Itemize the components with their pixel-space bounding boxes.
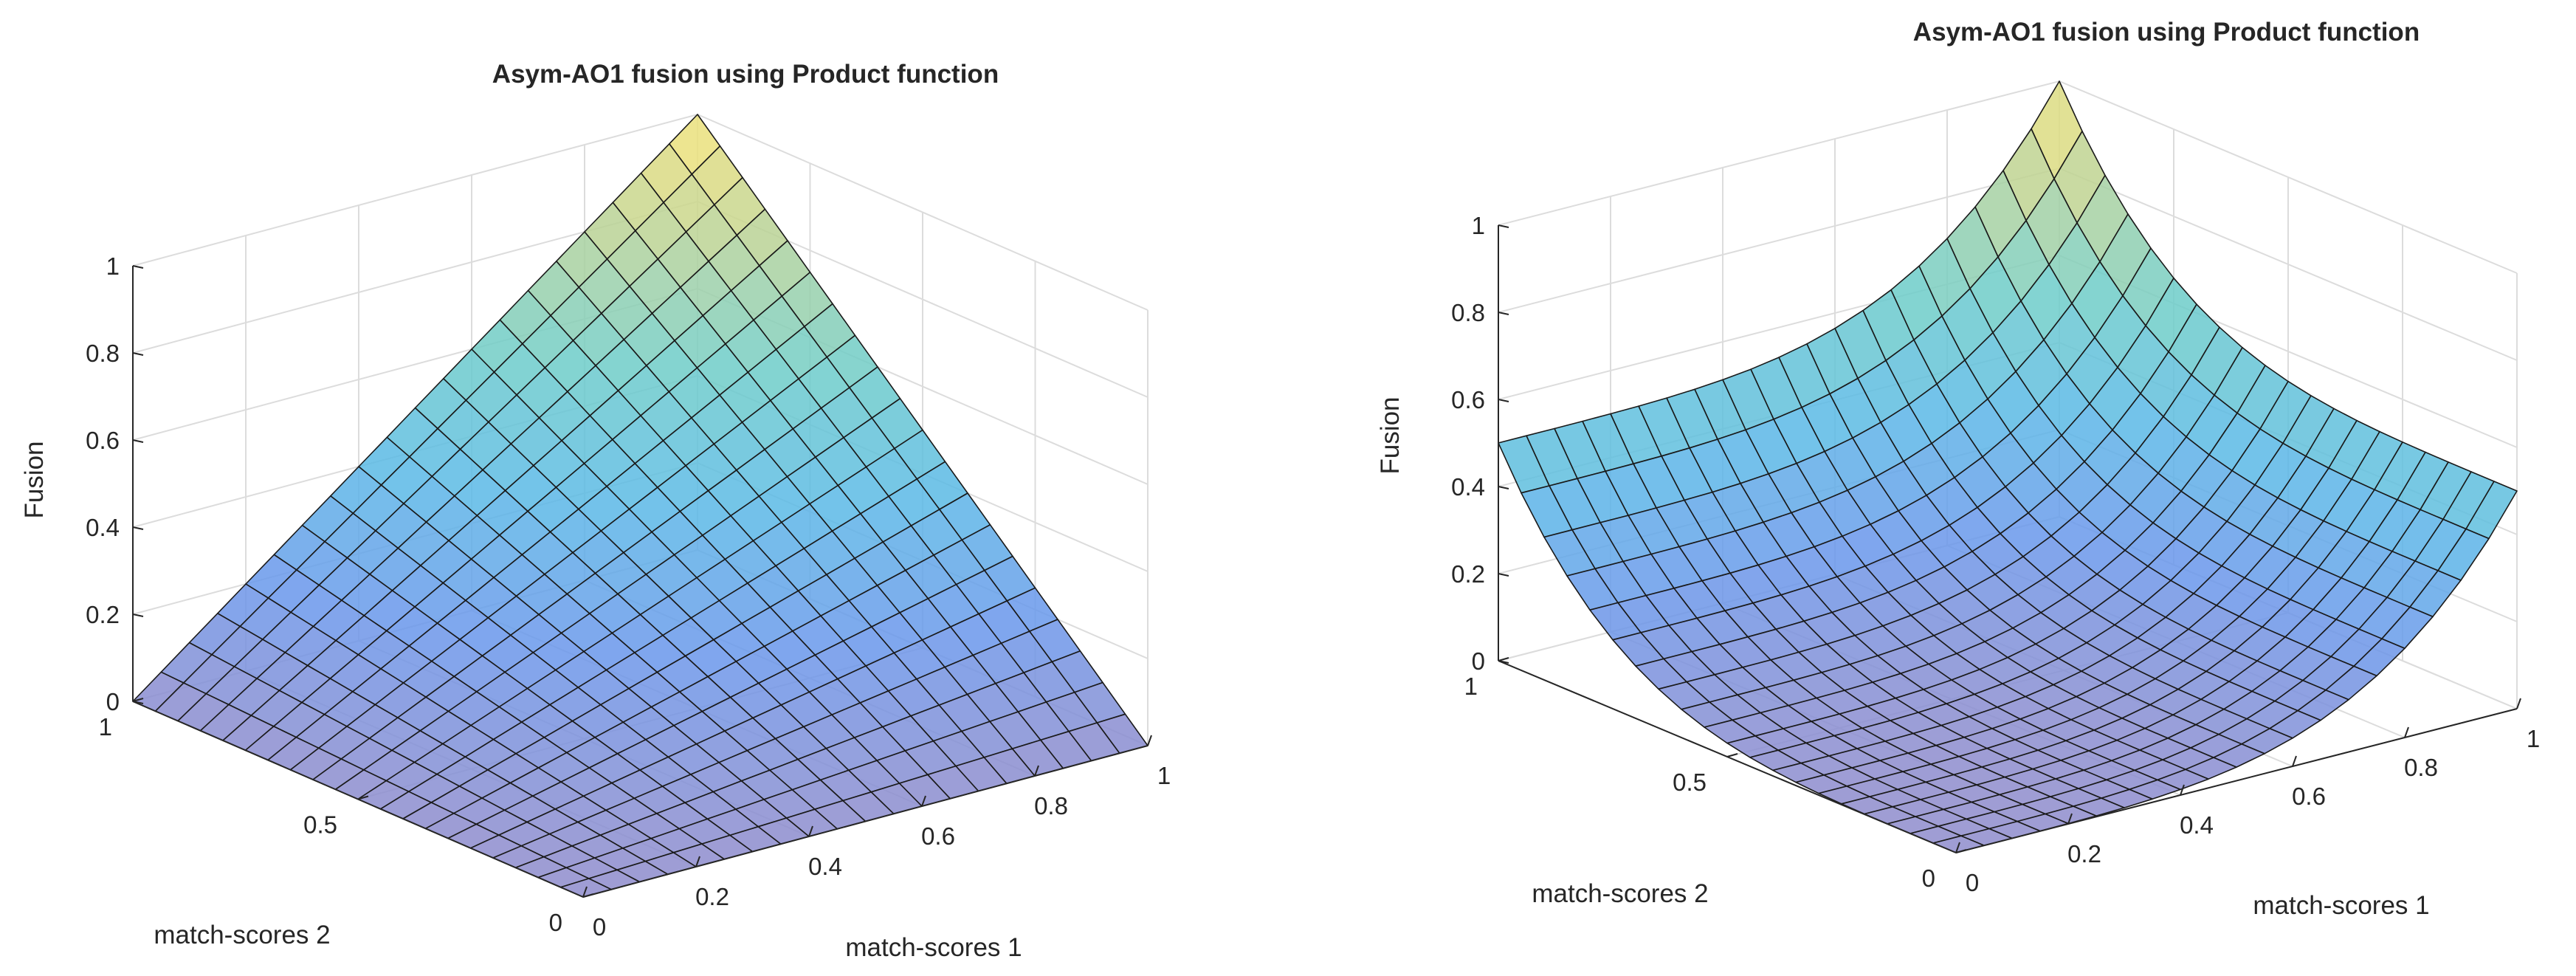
y-tick-label: 0.5 <box>303 811 337 839</box>
x-axis-line <box>1955 708 2518 853</box>
x-tick-label: 0.4 <box>808 853 842 880</box>
x-tick-label: 0.6 <box>921 822 955 850</box>
x-tick-label: 0.2 <box>695 883 729 910</box>
y-tick-label: 0.5 <box>1673 769 1707 796</box>
chart-right-surface <box>1498 80 2518 853</box>
x-tick-label: 1 <box>1157 762 1171 789</box>
z-tick-label: 0.8 <box>86 340 120 367</box>
chart-right-xlabel: match-scores 1 <box>2253 891 2429 920</box>
z-tick-mark <box>132 701 144 704</box>
z-tick-label: 1 <box>106 252 120 280</box>
chart-right: Asym-AO1 fusion using Product function m… <box>1376 18 2540 920</box>
x-tick-label: 0.8 <box>2404 754 2438 781</box>
z-tick-mark <box>132 265 144 269</box>
x-axis-line <box>582 745 1148 898</box>
x-tick-label: 0.6 <box>2292 783 2326 810</box>
z-tick-label: 1 <box>1472 212 1485 239</box>
z-tick-label: 0.8 <box>1451 299 1485 326</box>
x-tick-mark <box>2516 698 2521 709</box>
y-tick-label: 1 <box>99 713 112 740</box>
z-tick-label: 0 <box>106 688 120 715</box>
z-tick-mark <box>1498 399 1509 402</box>
y-tick-mark <box>582 893 594 898</box>
z-tick-label: 0.2 <box>86 601 120 628</box>
chart-left-zlabel: Fusion <box>20 441 49 518</box>
x-tick-mark <box>2292 755 2297 767</box>
x-tick-mark <box>1955 842 1960 853</box>
x-tick-mark <box>921 795 926 807</box>
z-tick-mark <box>132 439 144 443</box>
z-tick-label: 0.6 <box>1451 386 1485 413</box>
y-tick-label: 0 <box>1922 865 1935 892</box>
x-tick-label: 0.8 <box>1034 792 1068 819</box>
z-tick-label: 0 <box>1472 647 1485 675</box>
x-tick-mark <box>695 856 700 867</box>
y-tick-label: 1 <box>1464 673 1478 700</box>
chart-left-surface <box>132 114 1148 898</box>
z-tick-label: 0.4 <box>86 514 120 541</box>
x-tick-mark <box>2067 813 2073 825</box>
z-tick-mark <box>1498 312 1509 315</box>
z-tick-mark <box>1498 660 1509 664</box>
z-tick-mark <box>132 352 144 356</box>
z-tick-label: 0.2 <box>1451 560 1485 588</box>
chart-left-title: Asym-AO1 fusion using Product function <box>492 60 999 89</box>
x-tick-mark <box>1147 735 1152 746</box>
z-tick-mark <box>1498 486 1509 489</box>
chart-left-xlabel: match-scores 1 <box>845 933 1022 962</box>
y-tick-mark <box>357 795 369 800</box>
z-tick-mark <box>1498 573 1509 577</box>
chart-left: Asym-AO1 fusion using Product function m… <box>20 60 1171 962</box>
z-tick-mark <box>132 526 144 530</box>
chart-left-ylabel: match-scores 2 <box>154 921 330 949</box>
y-tick-mark <box>132 698 144 702</box>
x-tick-label: 0.4 <box>2180 811 2214 839</box>
z-tick-mark <box>1498 224 1509 228</box>
y-tick-label: 0 <box>549 909 562 936</box>
x-tick-label: 0 <box>593 913 606 941</box>
x-tick-mark <box>2404 726 2409 738</box>
x-tick-mark <box>808 825 813 837</box>
chart-right-ylabel: match-scores 2 <box>1532 879 1708 908</box>
x-tick-mark <box>582 886 588 898</box>
x-tick-label: 0 <box>1966 869 1979 896</box>
x-tick-label: 0.2 <box>2067 840 2101 867</box>
x-tick-mark <box>2180 784 2185 796</box>
y-tick-mark <box>1955 849 1967 853</box>
z-tick-mark <box>132 614 144 617</box>
z-tick-label: 0.6 <box>86 427 120 454</box>
x-tick-mark <box>1034 765 1039 777</box>
x-tick-label: 1 <box>2527 725 2540 752</box>
y-tick-mark <box>1726 753 1738 757</box>
z-tick-label: 0.4 <box>1451 473 1485 501</box>
chart-right-title: Asym-AO1 fusion using Product function <box>1913 18 2420 47</box>
chart-right-zlabel: Fusion <box>1376 396 1405 474</box>
y-tick-mark <box>1498 657 1509 661</box>
